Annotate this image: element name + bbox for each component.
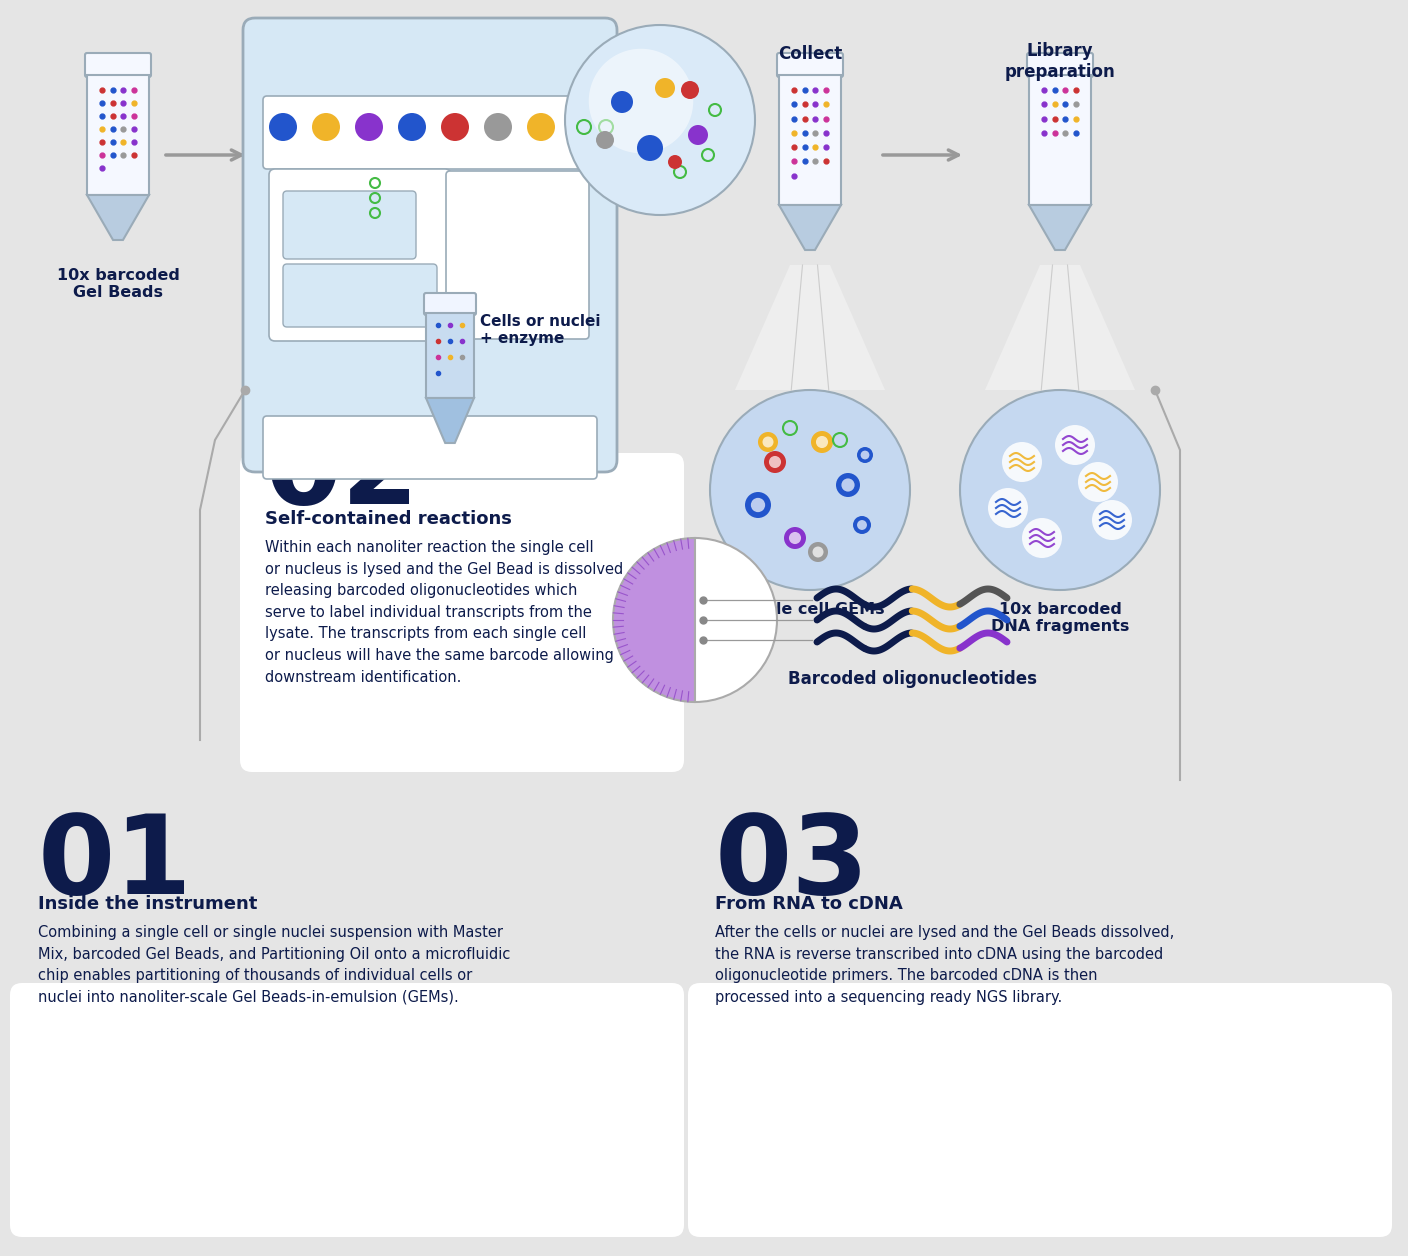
FancyBboxPatch shape	[446, 171, 589, 339]
Wedge shape	[269, 113, 297, 141]
FancyBboxPatch shape	[10, 983, 684, 1237]
Polygon shape	[779, 75, 841, 205]
Circle shape	[750, 497, 765, 512]
FancyBboxPatch shape	[1026, 53, 1093, 77]
Circle shape	[611, 90, 634, 113]
Wedge shape	[612, 538, 696, 702]
Text: Single cell GEMs: Single cell GEMs	[736, 602, 884, 617]
Circle shape	[857, 447, 873, 463]
Polygon shape	[1029, 75, 1091, 205]
Circle shape	[1002, 442, 1042, 482]
Circle shape	[1093, 500, 1132, 540]
Circle shape	[1055, 425, 1095, 465]
Text: Within each nanoliter reaction the single cell
or nucleus is lysed and the Gel B: Within each nanoliter reaction the singl…	[265, 540, 624, 685]
Text: Self-contained reactions: Self-contained reactions	[265, 510, 513, 528]
FancyBboxPatch shape	[239, 453, 684, 772]
FancyBboxPatch shape	[269, 170, 451, 340]
Text: 03: 03	[715, 810, 870, 917]
Wedge shape	[398, 113, 427, 141]
Circle shape	[667, 154, 681, 170]
Circle shape	[960, 391, 1160, 590]
Circle shape	[988, 489, 1028, 528]
Circle shape	[681, 80, 698, 99]
FancyBboxPatch shape	[263, 95, 597, 170]
Polygon shape	[779, 205, 841, 250]
Circle shape	[817, 436, 828, 448]
Text: Library
preparation: Library preparation	[1005, 41, 1115, 80]
Text: Collect: Collect	[777, 45, 842, 63]
Circle shape	[853, 516, 872, 534]
Circle shape	[1079, 462, 1118, 502]
FancyBboxPatch shape	[84, 53, 151, 77]
Text: 01: 01	[38, 810, 193, 917]
Polygon shape	[735, 265, 886, 391]
Polygon shape	[986, 265, 1135, 391]
Circle shape	[811, 431, 834, 453]
Polygon shape	[427, 313, 474, 398]
Circle shape	[1022, 517, 1062, 558]
FancyBboxPatch shape	[424, 293, 476, 315]
Circle shape	[784, 528, 805, 549]
FancyBboxPatch shape	[244, 18, 617, 472]
Polygon shape	[427, 398, 474, 443]
Circle shape	[857, 520, 867, 530]
Circle shape	[812, 546, 824, 558]
Text: 10x barcoded
DNA fragments: 10x barcoded DNA fragments	[991, 602, 1129, 634]
FancyBboxPatch shape	[689, 983, 1393, 1237]
Polygon shape	[87, 75, 149, 195]
Wedge shape	[484, 113, 513, 141]
Wedge shape	[441, 113, 469, 141]
Circle shape	[765, 451, 786, 474]
Circle shape	[808, 543, 828, 561]
Circle shape	[710, 391, 910, 590]
Text: Inside the instrument: Inside the instrument	[38, 896, 258, 913]
Wedge shape	[313, 113, 339, 141]
Circle shape	[655, 78, 674, 98]
Circle shape	[860, 451, 869, 460]
Text: 10x barcoded
Gel Beads: 10x barcoded Gel Beads	[56, 268, 179, 300]
Text: After the cells or nuclei are lysed and the Gel Beads dissolved,
the RNA is reve: After the cells or nuclei are lysed and …	[715, 924, 1174, 1005]
Text: Combining a single cell or single nuclei suspension with Master
Mix, barcoded Ge: Combining a single cell or single nuclei…	[38, 924, 510, 1005]
Circle shape	[788, 533, 801, 544]
Wedge shape	[355, 113, 383, 141]
Text: From RNA to cDNA: From RNA to cDNA	[715, 896, 903, 913]
FancyBboxPatch shape	[777, 53, 843, 77]
Circle shape	[763, 437, 773, 447]
FancyBboxPatch shape	[283, 191, 415, 259]
Circle shape	[589, 49, 693, 153]
Circle shape	[596, 131, 614, 149]
FancyBboxPatch shape	[263, 416, 597, 479]
Polygon shape	[87, 195, 149, 240]
Text: 02: 02	[265, 420, 420, 528]
Polygon shape	[1029, 205, 1091, 250]
Wedge shape	[696, 538, 777, 702]
Circle shape	[842, 479, 855, 491]
Text: Barcoded oligonucleotides: Barcoded oligonucleotides	[787, 669, 1036, 688]
Circle shape	[636, 134, 663, 161]
Circle shape	[689, 126, 708, 144]
Circle shape	[758, 432, 779, 452]
Text: Cells or nuclei
+ enzyme: Cells or nuclei + enzyme	[480, 314, 600, 347]
Circle shape	[565, 25, 755, 215]
Wedge shape	[527, 113, 555, 141]
FancyBboxPatch shape	[283, 264, 436, 327]
Circle shape	[836, 474, 860, 497]
Circle shape	[745, 492, 772, 517]
Circle shape	[769, 456, 781, 468]
